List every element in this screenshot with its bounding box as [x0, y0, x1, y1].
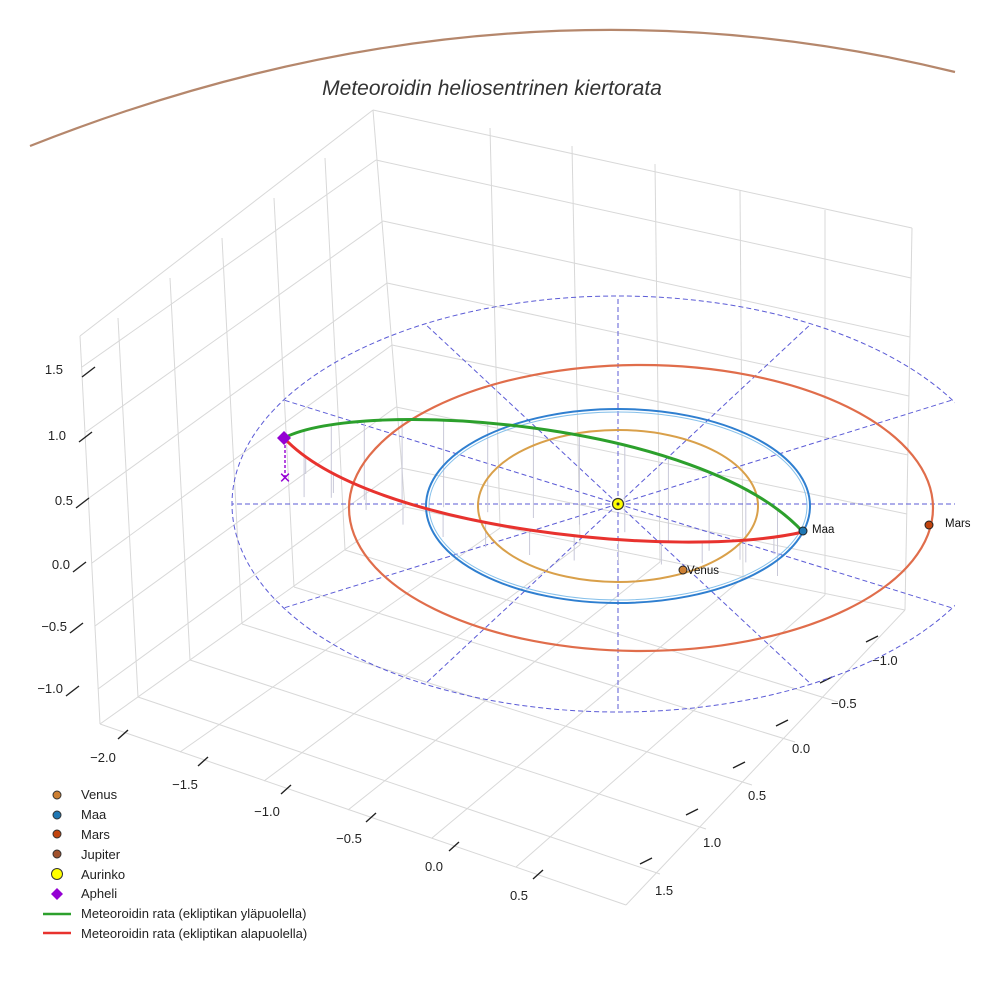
x-axis-tick-labels: −2.0 −1.5 −1.0 −0.5 0.0 0.5 [90, 750, 528, 903]
legend-item: Jupiter [40, 844, 307, 864]
x-tick-label: −1.0 [254, 804, 280, 819]
ecliptic-spoke [617, 399, 953, 505]
chart-legend: Venus Maa Mars Jupiter Aurinko Apheli Meteoroi… [40, 785, 307, 943]
legend-item: Meteoroidin rata (ekliptikan alapuolella… [40, 924, 307, 944]
legend-item: Meteoroidin rata (ekliptikan yläpuolella… [40, 904, 307, 924]
legend-label: Mars [81, 826, 110, 842]
ecliptic-spoke [283, 503, 619, 609]
legend-label: Jupiter [81, 846, 121, 862]
x-tick-label: −1.5 [172, 777, 198, 792]
legend-label: Meteoroidin rata (ekliptikan yläpuolella… [81, 906, 307, 922]
ecliptic-spoke [424, 503, 619, 685]
z-axis-tick-labels: −1.0 −0.5 0.0 0.5 1.0 1.5 [37, 362, 73, 696]
aphelion-group: ✕ [277, 431, 291, 487]
sun-marker [611, 497, 625, 511]
y-tick-label: 0.0 [792, 741, 810, 756]
planet-annotations: Venus Maa Mars [687, 518, 971, 577]
legend-label: Aurinko [81, 866, 126, 882]
meteoroid-orbit [282, 418, 805, 544]
venus-annotation: Venus [687, 565, 719, 577]
earth-orbit-inner [428, 411, 808, 601]
earth-annotation: Maa [812, 524, 835, 536]
aphelion-projection-marker: ✕ [279, 470, 292, 487]
mars-annotation: Mars [945, 518, 971, 530]
ecliptic-spoke [617, 503, 953, 609]
ecliptic-spoke [617, 323, 812, 505]
meteoroid-orbit-above [283, 418, 805, 534]
legend-symbol [40, 887, 74, 901]
axis-ticks [65, 366, 879, 880]
legend-symbol [40, 930, 74, 936]
y-tick-label: −1.0 [872, 653, 898, 668]
legend-symbol [40, 848, 74, 860]
legend-symbol [40, 809, 74, 821]
x-tick-label: 0.5 [510, 888, 528, 903]
legend-label: Meteoroidin rata (ekliptikan alapuolella… [81, 925, 308, 941]
legend-label: Maa [81, 807, 107, 823]
jupiter-orbit-arc [29, 28, 956, 148]
x-tick-label: 0.0 [425, 859, 443, 874]
planet-markers [678, 520, 934, 575]
planet-orbits [347, 363, 935, 653]
grid-wall-left [79, 109, 406, 725]
venus-marker [678, 565, 688, 575]
earth-orbit [425, 408, 811, 604]
y-tick-label: 0.5 [748, 788, 766, 803]
x-tick-label: −0.5 [336, 831, 362, 846]
legend-item: Apheli [40, 884, 307, 904]
mars-orbit [347, 363, 935, 653]
chart-title: Meteoroidin heliosentrinen kiertorata [322, 77, 662, 100]
grid-floor [99, 527, 906, 906]
z-tick-label: 0.5 [55, 493, 73, 508]
legend-symbol [40, 828, 74, 840]
ecliptic-spoke [283, 399, 619, 505]
z-tick-label: −0.5 [41, 619, 67, 634]
legend-symbol [40, 789, 74, 801]
ecliptic-grid [231, 295, 955, 713]
earth-marker [798, 526, 808, 536]
ecliptic-spoke [617, 503, 812, 685]
z-tick-label: 1.5 [45, 362, 63, 377]
venus-orbit [477, 429, 759, 583]
legend-label: Venus [81, 787, 118, 803]
legend-item: Maa [40, 805, 307, 825]
mars-marker [924, 520, 934, 530]
legend-item: Aurinko [40, 864, 307, 884]
legend-label: Apheli [81, 886, 118, 902]
legend-symbol [40, 911, 74, 917]
y-tick-label: 1.0 [703, 835, 721, 850]
z-tick-label: 0.0 [52, 557, 70, 572]
y-axis-tick-labels: −1.0 −0.5 0.0 0.5 1.0 1.5 [655, 653, 898, 898]
meteoroid-orbit-below [282, 436, 804, 544]
z-tick-label: −1.0 [37, 681, 63, 696]
y-tick-label: −0.5 [831, 696, 857, 711]
ecliptic-spoke [424, 323, 619, 505]
legend-item: Venus [40, 785, 307, 805]
y-tick-label: 1.5 [655, 883, 673, 898]
legend-symbol [40, 867, 74, 881]
aphelion-diamond [277, 431, 291, 445]
legend-item: Mars [40, 825, 307, 845]
box-panes [80, 110, 912, 905]
x-tick-label: −2.0 [90, 750, 116, 765]
z-tick-label: 1.0 [48, 428, 66, 443]
